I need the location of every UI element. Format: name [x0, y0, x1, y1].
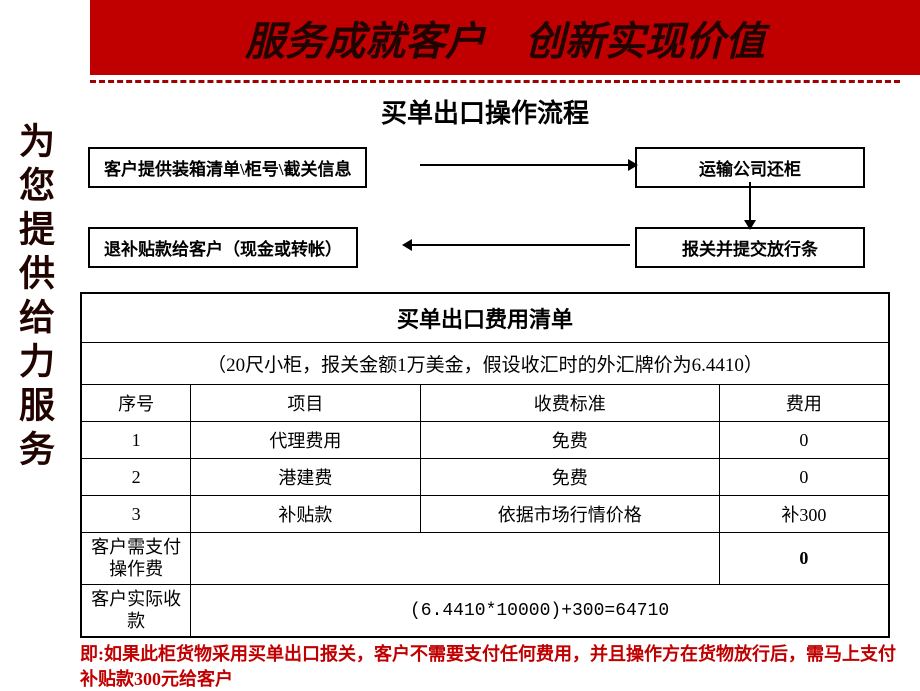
flow-box-4: 退补贴款给客户（现金或转帐）	[88, 227, 358, 268]
table-summary-row-2: 客户实际收款 (6.4410*10000)+300=64710	[81, 585, 889, 638]
table-title-row: 买单出口费用清单	[81, 293, 889, 343]
cell: 2	[81, 459, 191, 496]
summary2-value: (6.4410*10000)+300=64710	[191, 585, 889, 638]
flow-box-1: 客户提供装箱清单\柜号\截关信息	[88, 147, 367, 188]
summary1-value: 0	[719, 533, 889, 585]
arrow-2-head	[744, 220, 756, 230]
col-fee: 费用	[719, 385, 889, 422]
cell: 补300	[719, 496, 889, 533]
table-header-row: 序号 项目 收费标准 费用	[81, 385, 889, 422]
table-subtitle: （20尺小柜，报关金额1万美金，假设收汇时的外汇牌价为6.4410）	[81, 343, 889, 385]
cell: 1	[81, 422, 191, 459]
content-area: 买单出口操作流程 客户提供装箱清单\柜号\截关信息 运输公司还柜 报关并提交放行…	[80, 83, 890, 691]
col-item: 项目	[191, 385, 420, 422]
flowchart: 客户提供装箱清单\柜号\截关信息 运输公司还柜 报关并提交放行条 退补贴款给客户…	[80, 142, 890, 282]
section-title: 买单出口操作流程	[80, 93, 890, 130]
col-standard: 收费标准	[420, 385, 719, 422]
table-subtitle-row: （20尺小柜，报关金额1万美金，假设收汇时的外汇牌价为6.4410）	[81, 343, 889, 385]
footer-note: 即:如果此柜货物采用买单出口报关，客户不需要支付任何费用，并且操作方在货物放行后…	[80, 642, 910, 691]
header-title-right: 创新实现价值	[525, 9, 765, 67]
cell: 免费	[420, 459, 719, 496]
cost-table: 买单出口费用清单 （20尺小柜，报关金额1万美金，假设收汇时的外汇牌价为6.44…	[80, 292, 890, 638]
arrow-1-line	[420, 164, 630, 166]
header-title-left: 服务成就客户	[245, 9, 485, 67]
col-seq: 序号	[81, 385, 191, 422]
cell: 补贴款	[191, 496, 420, 533]
arrow-3-line	[410, 244, 630, 246]
summary1-label: 客户需支付操作费	[81, 533, 191, 585]
table-summary-row-1: 客户需支付操作费 0	[81, 533, 889, 585]
arrow-2-line	[749, 182, 751, 222]
cell: 依据市场行情价格	[420, 496, 719, 533]
cell: 港建费	[191, 459, 420, 496]
arrow-1-head	[628, 159, 638, 171]
cell: 0	[719, 459, 889, 496]
summary1-label-text: 客户需支付操作费	[91, 537, 181, 579]
cell: 免费	[420, 422, 719, 459]
cell: 0	[719, 422, 889, 459]
arrow-3-head	[402, 239, 412, 251]
vertical-label: 为您提供给力服务	[20, 122, 60, 474]
table-row: 2 港建费 免费 0	[81, 459, 889, 496]
header-banner: 服务成就客户 创新实现价值	[90, 0, 920, 75]
summary2-label-text: 客户实际收款	[91, 589, 181, 631]
table-row: 3 补贴款 依据市场行情价格 补300	[81, 496, 889, 533]
flow-box-3: 报关并提交放行条	[635, 227, 865, 268]
summary2-label: 客户实际收款	[81, 585, 191, 638]
cell: 代理费用	[191, 422, 420, 459]
cell: 3	[81, 496, 191, 533]
summary1-blank	[191, 533, 720, 585]
table-title: 买单出口费用清单	[81, 293, 889, 343]
table-row: 1 代理费用 免费 0	[81, 422, 889, 459]
